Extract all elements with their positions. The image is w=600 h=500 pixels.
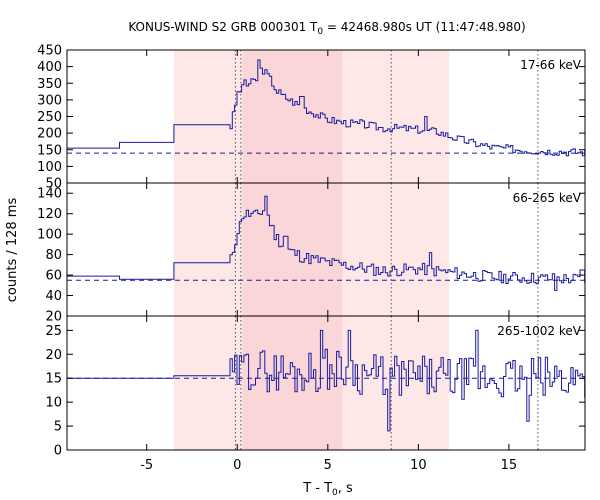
y-tick-label: 100	[37, 160, 62, 175]
x-tick-label: 15	[501, 458, 518, 473]
x-tick-label: 0	[233, 458, 241, 473]
x-axis-label-subscript: 0	[332, 488, 338, 498]
y-tick-label: 15	[45, 372, 62, 387]
panel: 0 5 10 15 20 25 265-1002 keV	[45, 315, 586, 459]
y-tick-label: 80	[45, 248, 62, 263]
channel-label: 265-1002 keV	[497, 324, 581, 338]
chart-title-subscript: 0	[317, 27, 323, 37]
y-tick-label: 300	[37, 93, 62, 108]
panel-frame	[66, 315, 586, 451]
y-tick-label: 60	[45, 269, 62, 284]
light-curve	[67, 329, 585, 432]
y-tick-label: 100	[37, 228, 62, 243]
y-tick-label: 350	[37, 77, 62, 92]
x-axis-label: T - T0, s	[302, 481, 353, 498]
x-axis-label-tail: , s	[338, 481, 353, 496]
channel-label: 66-265 keV	[513, 191, 582, 205]
y-tick-label: 20	[45, 310, 62, 325]
panel: 20 40 60 80 100 120 140 66-265 keV	[37, 182, 586, 325]
x-tick-label: 5	[324, 458, 332, 473]
y-tick-label: 0	[54, 444, 62, 459]
y-axis-label: counts / 128 ms	[5, 198, 20, 303]
y-tick-label: 150	[37, 143, 62, 158]
x-tick-label: -5	[140, 458, 153, 473]
y-tick-label: 25	[45, 324, 62, 339]
y-tick-label: 200	[37, 127, 62, 142]
y-tick-label: 400	[37, 60, 62, 75]
x-axis-label-main: T - T	[302, 481, 332, 496]
shaded-interval	[242, 50, 343, 183]
y-tick-label: 20	[45, 348, 62, 363]
chart-title-tail: = 42468.980s UT (11:47:48.980)	[323, 20, 526, 34]
y-tick-label: 50	[45, 177, 62, 192]
y-tick-label: 250	[37, 110, 62, 125]
x-tick-labels: -5 0 5 10 15	[140, 458, 517, 473]
y-tick-label: 40	[45, 289, 62, 304]
light-curve	[67, 195, 585, 291]
chart-title: KONUS-WIND S2 GRB 000301 T0 = 42468.980s…	[128, 20, 525, 37]
channel-label: 17-66 keV	[520, 58, 582, 72]
light-curve	[67, 59, 585, 157]
y-tick-label: 120	[37, 207, 62, 222]
y-tick-label: 10	[45, 396, 62, 411]
y-tick-label: 5	[54, 420, 62, 435]
shaded-interval	[242, 316, 343, 450]
x-tick-label: 10	[410, 458, 427, 473]
chart-title-main: KONUS-WIND S2 GRB 000301 T	[128, 20, 318, 34]
y-tick-label: 450	[37, 44, 62, 59]
y-tick-label: 140	[37, 187, 62, 202]
